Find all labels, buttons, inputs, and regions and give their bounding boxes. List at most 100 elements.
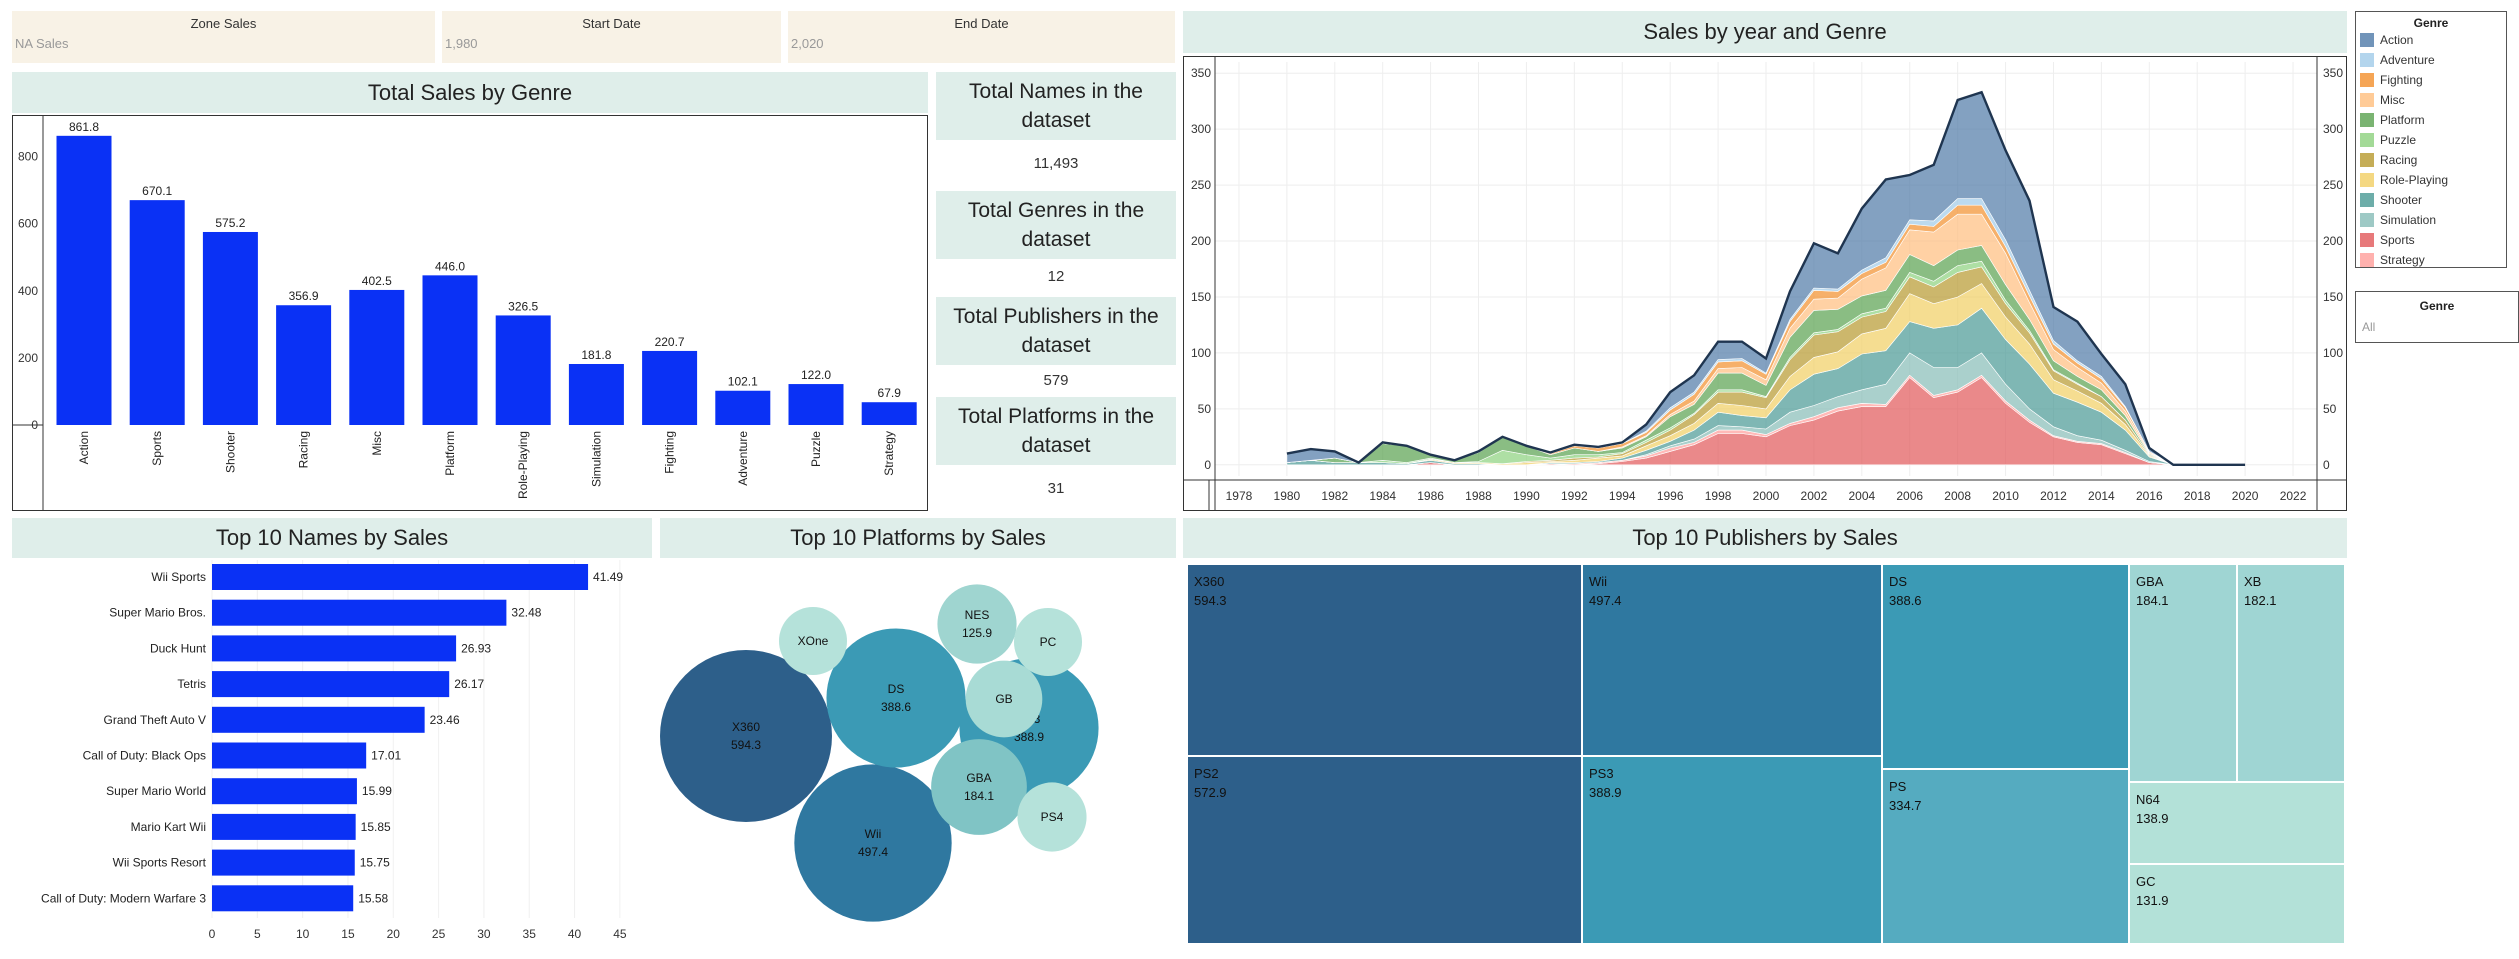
y-tick-label: 600 — [18, 217, 38, 231]
sales-by-year-area-chart: 0 0 50 50 100 100 150 150 200 200 250 250 300 300 350 3… — [1183, 56, 2347, 511]
genre-filter-value[interactable]: All — [2362, 320, 2376, 334]
x-tick-label: 10 — [296, 927, 310, 941]
legend-title: Genre — [2413, 16, 2449, 30]
legend-item[interactable]: Puzzle — [2360, 130, 2506, 150]
treemap-cell[interactable]: GBA 184.1 — [2129, 564, 2237, 782]
legend-item[interactable]: Action — [2360, 30, 2506, 50]
name-label: Super Mario World — [106, 784, 206, 798]
x-category-label: Action — [77, 431, 91, 464]
bubble-label: NES — [965, 608, 990, 622]
name-value-label: 15.85 — [361, 820, 391, 834]
x-tick-label: 2018 — [2184, 489, 2211, 503]
zone-sales-filter-value[interactable]: NA Sales — [15, 36, 69, 51]
treemap-value: 184.1 — [2136, 593, 2169, 608]
genre-bar — [715, 390, 771, 425]
legend-item[interactable]: Sports — [2360, 230, 2506, 250]
name-label: Wii Sports — [151, 570, 206, 584]
top-names-bar-chart: 0 5 10 15 20 25 30 35 40 45 Wii Sports 41.49 Super M… — [41, 560, 627, 941]
legend-swatch — [2360, 213, 2374, 227]
x-tick-label: 1982 — [1321, 489, 1348, 503]
name-value-label: 15.75 — [360, 856, 390, 870]
y-tick-label-left: 200 — [1191, 234, 1211, 248]
legend-swatch — [2360, 173, 2374, 187]
genre-filter-title: Genre — [2419, 299, 2455, 313]
legend-item[interactable]: Strategy — [2360, 250, 2506, 267]
bubble-value: 388.6 — [881, 700, 911, 714]
legend-item[interactable]: Shooter — [2360, 190, 2506, 210]
genre-bar — [56, 135, 112, 425]
treemap-cell[interactable]: PS3 388.9 — [1582, 756, 1882, 944]
x-tick-label: 1980 — [1274, 489, 1301, 503]
x-category-label: Sports — [150, 431, 164, 466]
x-category-label: Racing — [297, 431, 311, 468]
legend-label: Puzzle — [2380, 133, 2417, 147]
treemap-cell[interactable]: XB 182.1 — [2237, 564, 2345, 782]
legend-item[interactable]: Misc — [2360, 90, 2506, 110]
end-date-filter[interactable]: End Date 2,020 — [788, 11, 1175, 63]
treemap-value: 594.3 — [1194, 593, 1227, 608]
genre-bar-chart: 0 200 400 600 800 861.8 Action 670.1 Sports 575.2… — [12, 115, 928, 511]
genre-bar — [202, 231, 258, 425]
name-bar — [212, 742, 367, 769]
name-value-label: 41.49 — [593, 570, 623, 584]
x-tick-label: 1984 — [1369, 489, 1396, 503]
legend-swatch — [2360, 233, 2374, 247]
genre-legend: Genre Action Adventure Fighting Misc Platfor… — [2355, 11, 2507, 268]
bubble-label: XOne — [798, 634, 829, 648]
legend-item[interactable]: Fighting — [2360, 70, 2506, 90]
start-date-filter-value[interactable]: 1,980 — [445, 36, 478, 51]
kpi-platforms-title: Total Platforms in the dataset — [936, 397, 1176, 465]
legend-label: Adventure — [2380, 53, 2435, 67]
end-date-filter-value[interactable]: 2,020 — [791, 36, 824, 51]
name-bar — [212, 885, 354, 912]
end-date-filter-title: End Date — [954, 16, 1009, 31]
treemap-label: DS — [1889, 574, 1908, 589]
name-label: Grand Theft Auto V — [103, 713, 206, 727]
name-label: Call of Duty: Black Ops — [83, 749, 206, 763]
genre-filter[interactable]: Genre All — [2355, 291, 2519, 343]
legend-item[interactable]: Adventure — [2360, 50, 2506, 70]
treemap-cell[interactable]: GC 131.9 — [2129, 864, 2345, 944]
x-tick-label: 5 — [254, 927, 261, 941]
legend-item[interactable]: Role-Playing — [2360, 170, 2506, 190]
y-tick-label-left: 100 — [1191, 346, 1211, 360]
start-date-filter[interactable]: Start Date 1,980 — [442, 11, 781, 63]
y-tick-label: 0 — [31, 418, 38, 432]
treemap-cell[interactable]: DS 388.6 — [1882, 564, 2129, 769]
y-tick-label-left: 0 — [1204, 458, 1211, 472]
kpi-publishers-title: Total Publishers in the dataset — [936, 297, 1176, 365]
zone-sales-filter[interactable]: Zone Sales NA Sales — [12, 11, 435, 63]
top-publishers-title: Top 10 Publishers by Sales — [1183, 518, 2347, 558]
treemap-cell[interactable]: PS2 572.9 — [1187, 756, 1582, 944]
legend-label: Role-Playing — [2380, 173, 2449, 187]
treemap-cell[interactable]: X360 594.3 — [1187, 564, 1582, 756]
bar-value-label: 67.9 — [878, 386, 902, 400]
treemap-cell[interactable]: PS 334.7 — [1882, 769, 2129, 944]
bar-value-label: 402.5 — [362, 274, 392, 288]
legend-item[interactable]: Racing — [2360, 150, 2506, 170]
treemap-label: GBA — [2136, 574, 2164, 589]
legend-item[interactable]: Simulation — [2360, 210, 2506, 230]
kpi-names-value: 11,493 — [1033, 155, 1079, 172]
treemap-label: X360 — [1194, 574, 1225, 589]
x-tick-label: 2012 — [2040, 489, 2067, 503]
x-category-label: Shooter — [223, 431, 237, 473]
platform-bubble — [794, 764, 952, 922]
x-tick-label: 2002 — [1801, 489, 1828, 503]
legend-item[interactable]: Platform — [2360, 110, 2506, 130]
bar-value-label: 326.5 — [508, 299, 538, 313]
treemap-label: PS2 — [1194, 766, 1219, 781]
bubble-label: PC — [1040, 635, 1057, 649]
name-bar — [212, 599, 507, 626]
platform-bubble — [778, 606, 848, 676]
y-tick-label-right: 200 — [2323, 234, 2343, 248]
x-tick-label: 15 — [341, 927, 355, 941]
treemap-cell[interactable]: Wii 497.4 — [1582, 564, 1882, 756]
x-tick-label: 1990 — [1513, 489, 1540, 503]
name-value-label: 17.01 — [371, 749, 401, 763]
legend-label: Sports — [2380, 233, 2415, 247]
genre-bar — [129, 200, 185, 425]
genre-bar — [422, 275, 478, 425]
treemap-cell[interactable]: N64 138.9 — [2129, 782, 2345, 864]
genre-bar — [276, 305, 332, 425]
